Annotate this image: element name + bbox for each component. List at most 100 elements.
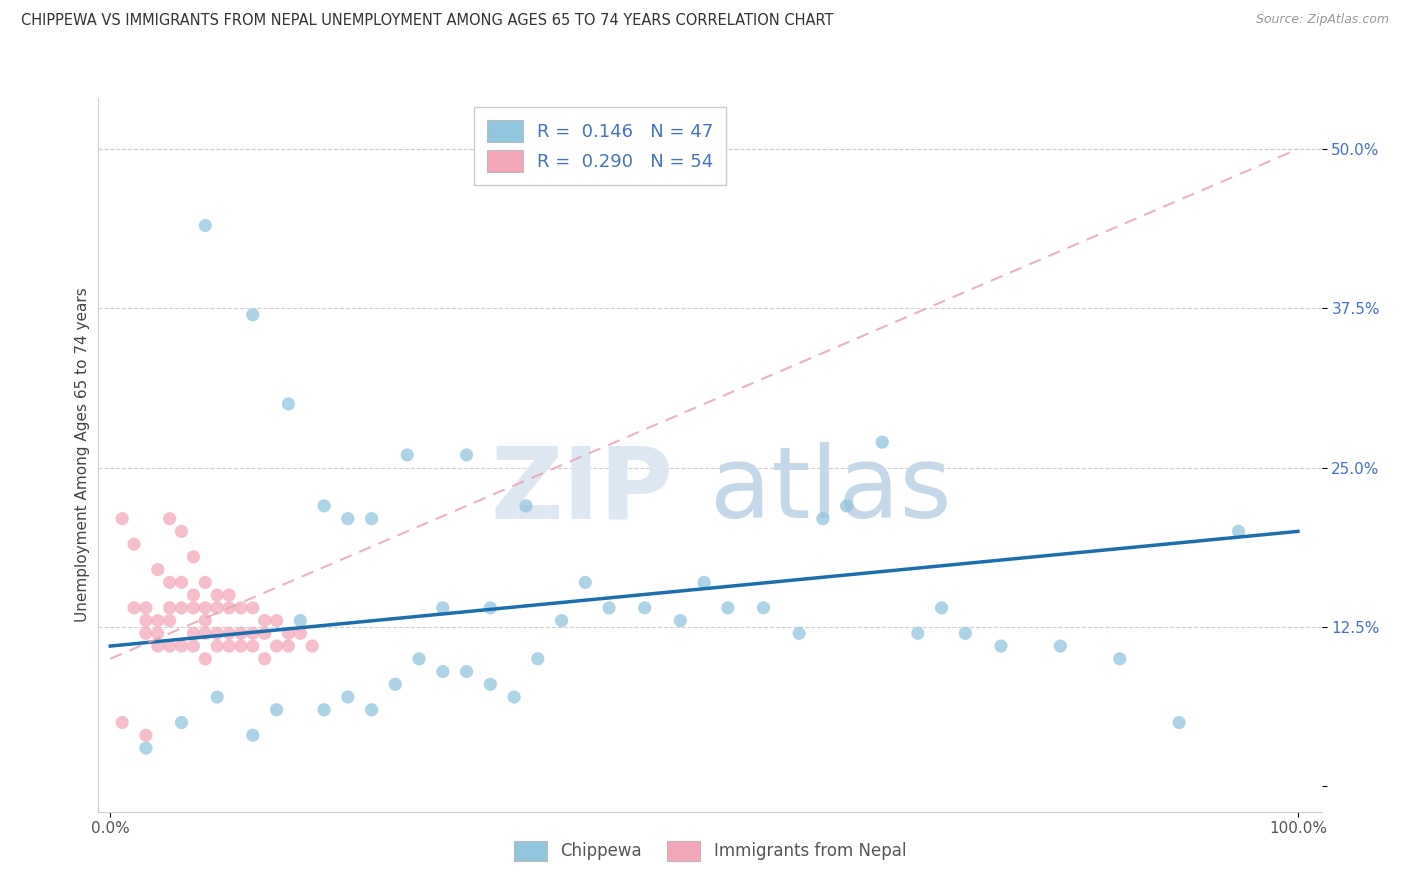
Point bbox=[360, 511, 382, 525]
Point bbox=[360, 703, 382, 717]
Point bbox=[527, 652, 550, 666]
Point bbox=[242, 626, 264, 640]
Point bbox=[312, 703, 335, 717]
Point bbox=[170, 575, 193, 590]
Point bbox=[432, 600, 454, 615]
Point bbox=[669, 614, 692, 628]
Point bbox=[1049, 639, 1071, 653]
Point bbox=[159, 639, 181, 653]
Point bbox=[870, 435, 893, 450]
Point bbox=[135, 600, 157, 615]
Point bbox=[205, 639, 228, 653]
Point bbox=[301, 639, 323, 653]
Point bbox=[277, 626, 299, 640]
Point bbox=[229, 639, 252, 653]
Point bbox=[931, 600, 953, 615]
Point bbox=[122, 537, 145, 551]
Point bbox=[205, 626, 228, 640]
Point bbox=[811, 511, 834, 525]
Point bbox=[146, 614, 169, 628]
Text: ZIP: ZIP bbox=[491, 442, 673, 539]
Point bbox=[159, 614, 181, 628]
Point bbox=[194, 219, 217, 233]
Point bbox=[170, 524, 193, 539]
Point bbox=[135, 728, 157, 742]
Legend: Chippewa, Immigrants from Nepal: Chippewa, Immigrants from Nepal bbox=[508, 834, 912, 868]
Point bbox=[336, 511, 359, 525]
Point bbox=[194, 614, 217, 628]
Point bbox=[693, 575, 716, 590]
Point bbox=[146, 626, 169, 640]
Point bbox=[253, 614, 276, 628]
Point bbox=[515, 499, 537, 513]
Point bbox=[218, 588, 240, 602]
Point bbox=[122, 600, 145, 615]
Point bbox=[432, 665, 454, 679]
Point bbox=[752, 600, 775, 615]
Text: Source: ZipAtlas.com: Source: ZipAtlas.com bbox=[1256, 13, 1389, 27]
Point bbox=[194, 600, 217, 615]
Point bbox=[170, 600, 193, 615]
Point bbox=[183, 626, 205, 640]
Point bbox=[183, 549, 205, 564]
Point bbox=[396, 448, 419, 462]
Point bbox=[146, 563, 169, 577]
Point bbox=[218, 626, 240, 640]
Point bbox=[835, 499, 858, 513]
Point bbox=[456, 665, 478, 679]
Point bbox=[170, 715, 193, 730]
Point bbox=[183, 588, 205, 602]
Point bbox=[183, 600, 205, 615]
Point bbox=[218, 639, 240, 653]
Point bbox=[277, 397, 299, 411]
Point bbox=[111, 715, 134, 730]
Point bbox=[229, 626, 252, 640]
Point bbox=[135, 614, 157, 628]
Point bbox=[787, 626, 810, 640]
Point bbox=[1168, 715, 1191, 730]
Point bbox=[312, 499, 335, 513]
Point bbox=[159, 511, 181, 525]
Point bbox=[717, 600, 740, 615]
Text: CHIPPEWA VS IMMIGRANTS FROM NEPAL UNEMPLOYMENT AMONG AGES 65 TO 74 YEARS CORRELA: CHIPPEWA VS IMMIGRANTS FROM NEPAL UNEMPL… bbox=[21, 13, 834, 29]
Point bbox=[408, 652, 430, 666]
Point bbox=[242, 600, 264, 615]
Point bbox=[907, 626, 929, 640]
Point bbox=[384, 677, 406, 691]
Point bbox=[242, 308, 264, 322]
Point bbox=[146, 639, 169, 653]
Point bbox=[266, 614, 288, 628]
Point bbox=[1108, 652, 1130, 666]
Point bbox=[277, 639, 299, 653]
Point bbox=[456, 448, 478, 462]
Text: atlas: atlas bbox=[710, 442, 952, 539]
Point bbox=[290, 614, 312, 628]
Point bbox=[205, 588, 228, 602]
Y-axis label: Unemployment Among Ages 65 to 74 years: Unemployment Among Ages 65 to 74 years bbox=[75, 287, 90, 623]
Point bbox=[955, 626, 977, 640]
Point bbox=[242, 728, 264, 742]
Point bbox=[205, 690, 228, 704]
Point bbox=[550, 614, 572, 628]
Point bbox=[242, 639, 264, 653]
Point bbox=[634, 600, 657, 615]
Point bbox=[253, 626, 276, 640]
Point bbox=[574, 575, 596, 590]
Point bbox=[159, 600, 181, 615]
Point bbox=[598, 600, 620, 615]
Point bbox=[266, 703, 288, 717]
Point bbox=[990, 639, 1012, 653]
Point bbox=[229, 600, 252, 615]
Point bbox=[135, 626, 157, 640]
Point bbox=[183, 639, 205, 653]
Point bbox=[194, 626, 217, 640]
Point bbox=[336, 690, 359, 704]
Point bbox=[1227, 524, 1250, 539]
Point bbox=[479, 600, 502, 615]
Point bbox=[194, 575, 217, 590]
Point bbox=[205, 600, 228, 615]
Point bbox=[503, 690, 526, 704]
Point bbox=[135, 741, 157, 756]
Point bbox=[159, 575, 181, 590]
Point bbox=[218, 600, 240, 615]
